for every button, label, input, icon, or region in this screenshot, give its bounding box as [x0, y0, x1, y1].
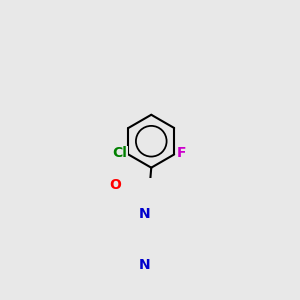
Text: N: N — [139, 258, 151, 272]
Text: Cl: Cl — [112, 146, 127, 160]
Text: N: N — [139, 207, 151, 221]
Text: O: O — [109, 178, 121, 192]
Text: F: F — [177, 146, 187, 160]
